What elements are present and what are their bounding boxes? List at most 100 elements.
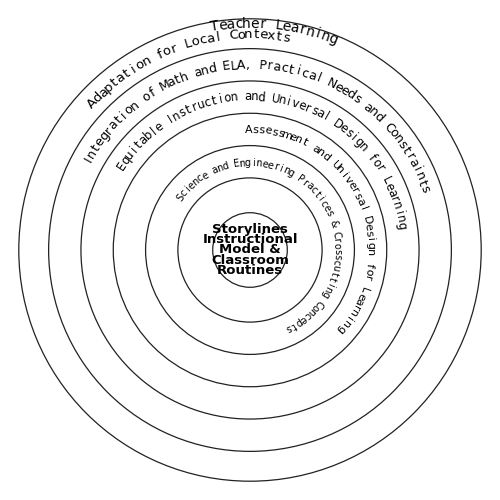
Text: i: i xyxy=(252,158,255,168)
Text: a: a xyxy=(288,20,300,36)
Text: r: r xyxy=(332,238,342,242)
Text: e: e xyxy=(298,314,308,325)
Text: u: u xyxy=(122,148,138,162)
Text: g: g xyxy=(319,289,331,299)
Text: Routines: Routines xyxy=(217,264,283,278)
Text: n: n xyxy=(277,93,287,108)
Text: a: a xyxy=(210,164,220,176)
Text: n: n xyxy=(315,146,327,159)
Text: n: n xyxy=(322,284,334,294)
Text: i: i xyxy=(314,27,322,42)
Text: e: e xyxy=(356,291,367,301)
Text: o: o xyxy=(133,58,146,72)
Text: i: i xyxy=(128,144,140,155)
Text: E: E xyxy=(222,60,232,74)
Text: n: n xyxy=(256,158,262,168)
Text: u: u xyxy=(330,264,340,272)
Text: a: a xyxy=(354,197,366,207)
Text: c: c xyxy=(331,259,342,266)
Text: L: L xyxy=(379,174,394,186)
Text: s: s xyxy=(177,106,188,120)
Text: E: E xyxy=(114,160,130,172)
Text: A: A xyxy=(236,58,246,72)
Text: D: D xyxy=(361,215,372,226)
Text: D: D xyxy=(330,116,345,132)
Text: o: o xyxy=(122,102,136,118)
Text: e: e xyxy=(336,121,350,136)
Text: v: v xyxy=(290,96,300,111)
Text: n: n xyxy=(281,165,291,176)
Text: d: d xyxy=(90,90,106,106)
Text: t: t xyxy=(300,138,309,148)
Text: g: g xyxy=(335,322,347,334)
Text: g: g xyxy=(244,158,251,168)
Text: i: i xyxy=(183,185,192,194)
Text: a: a xyxy=(314,106,326,122)
Text: C: C xyxy=(381,120,396,135)
Text: n: n xyxy=(306,306,317,318)
Text: a: a xyxy=(226,18,235,32)
Text: i: i xyxy=(278,164,284,174)
Text: d: d xyxy=(222,161,230,172)
Text: i: i xyxy=(348,132,360,143)
Text: e: e xyxy=(362,222,374,231)
Text: t: t xyxy=(290,320,298,330)
Text: n: n xyxy=(294,134,304,146)
Text: e: e xyxy=(218,18,228,33)
Text: Instructional: Instructional xyxy=(202,233,298,246)
Text: A: A xyxy=(84,96,100,111)
Text: L: L xyxy=(183,36,194,51)
Text: o: o xyxy=(368,156,384,170)
Text: U: U xyxy=(270,92,280,106)
Text: p: p xyxy=(293,316,304,328)
Text: e: e xyxy=(346,180,358,191)
Text: r: r xyxy=(388,194,402,204)
Text: n: n xyxy=(366,104,380,120)
Text: t: t xyxy=(108,76,121,89)
Text: a: a xyxy=(310,143,322,156)
Text: n: n xyxy=(393,214,407,224)
Text: g: g xyxy=(326,32,340,48)
Text: ,: , xyxy=(246,58,250,71)
Text: n: n xyxy=(190,176,202,188)
Text: n: n xyxy=(365,248,376,256)
Text: r: r xyxy=(362,274,372,281)
Text: e: e xyxy=(152,120,166,134)
Text: n: n xyxy=(128,98,142,113)
Text: Classroom: Classroom xyxy=(211,254,289,267)
Text: i: i xyxy=(410,165,423,174)
Text: b: b xyxy=(142,128,156,142)
Text: Storylines: Storylines xyxy=(212,222,288,235)
Text: t: t xyxy=(89,142,102,154)
Text: a: a xyxy=(361,100,375,115)
Text: a: a xyxy=(244,90,252,104)
Text: I: I xyxy=(82,156,95,164)
Text: c: c xyxy=(198,32,208,47)
Text: r: r xyxy=(266,60,273,73)
Text: a: a xyxy=(306,68,318,83)
Text: n: n xyxy=(334,164,346,176)
Text: M: M xyxy=(157,78,172,94)
Text: g: g xyxy=(352,135,366,150)
Text: r: r xyxy=(403,151,416,162)
Text: U: U xyxy=(329,159,342,172)
Text: s: s xyxy=(418,184,432,194)
Text: c: c xyxy=(302,310,312,321)
Text: n: n xyxy=(319,28,332,44)
Text: a: a xyxy=(206,31,216,46)
Text: u: u xyxy=(196,98,207,112)
Text: i: i xyxy=(118,109,130,120)
Text: t: t xyxy=(254,28,259,42)
Text: r: r xyxy=(350,303,361,312)
Text: s: s xyxy=(323,209,334,218)
Text: v: v xyxy=(342,174,354,186)
Text: d: d xyxy=(320,150,332,163)
Text: s: s xyxy=(284,322,293,334)
Text: c: c xyxy=(178,188,190,198)
Text: e: e xyxy=(266,160,274,171)
Text: s: s xyxy=(364,230,374,236)
Text: c: c xyxy=(300,66,310,80)
Text: x: x xyxy=(266,29,276,42)
Text: l: l xyxy=(358,205,368,212)
Text: e: e xyxy=(288,132,298,143)
